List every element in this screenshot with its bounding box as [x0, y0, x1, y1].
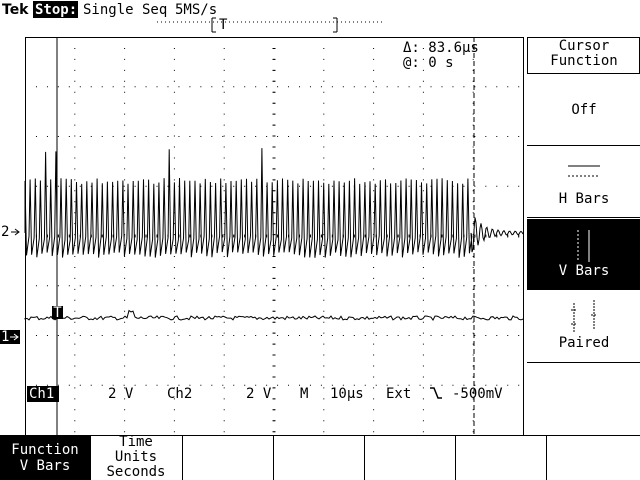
ch2-arrow [11, 228, 20, 236]
state-box [33, 1, 78, 18]
ch2-label: Ch2 [167, 386, 192, 402]
trigger-source: Ext [386, 386, 411, 402]
ch1-label: Ch1 [29, 386, 54, 402]
ch1-box [27, 386, 59, 402]
menu-item[interactable]: Off [571, 102, 596, 118]
trigger-marker-box [52, 306, 63, 319]
menu-separators [527, 145, 640, 363]
brand: Tek [2, 2, 29, 18]
menu-title: Function [550, 53, 617, 69]
paired-icon [571, 300, 597, 333]
trigger-level: -500mV [452, 386, 503, 402]
timebase: 10µs [330, 386, 364, 402]
menu-title: Cursor [559, 38, 610, 54]
ch1-marker: 1 [1, 329, 9, 345]
menu-item[interactable]: Paired [559, 335, 610, 351]
run-state: Stop: [35, 2, 77, 18]
bottom-value[interactable]: Seconds [106, 464, 165, 480]
trigger-slope [430, 387, 442, 399]
cursor-delta: Δ: 83.6µs [403, 40, 479, 56]
bottom-title[interactable]: Time [119, 434, 153, 450]
timebase-label: M [300, 386, 308, 402]
bottom-value[interactable]: V Bars [20, 458, 71, 474]
ch1-waveform [24, 309, 524, 321]
ch2-waveform [24, 148, 524, 258]
bottom-separators [90, 435, 547, 480]
ch1-arrow [10, 333, 19, 341]
menu-title-box [527, 37, 640, 74]
bottom-title[interactable]: Function [11, 442, 78, 458]
menu-item[interactable]: H Bars [559, 191, 610, 207]
sample-rate: 5MS/s [175, 2, 217, 18]
menu-selected[interactable] [527, 219, 640, 290]
ch1-scale: 2 V [108, 386, 134, 402]
bottom-title[interactable]: Units [115, 449, 157, 465]
bottom-selected[interactable] [0, 435, 90, 480]
trigger-position: T [219, 17, 228, 33]
menu-item[interactable]: V Bars [559, 263, 610, 279]
cursor-position: @: 0 s [403, 55, 454, 71]
ch2-marker: 2 [1, 224, 9, 240]
trigger-marker: T [53, 305, 62, 321]
record-bracket [211, 17, 338, 33]
graticule [25, 37, 524, 436]
ch2-scale: 2 V [246, 386, 272, 402]
acq-mode: Single Seq [83, 2, 167, 18]
